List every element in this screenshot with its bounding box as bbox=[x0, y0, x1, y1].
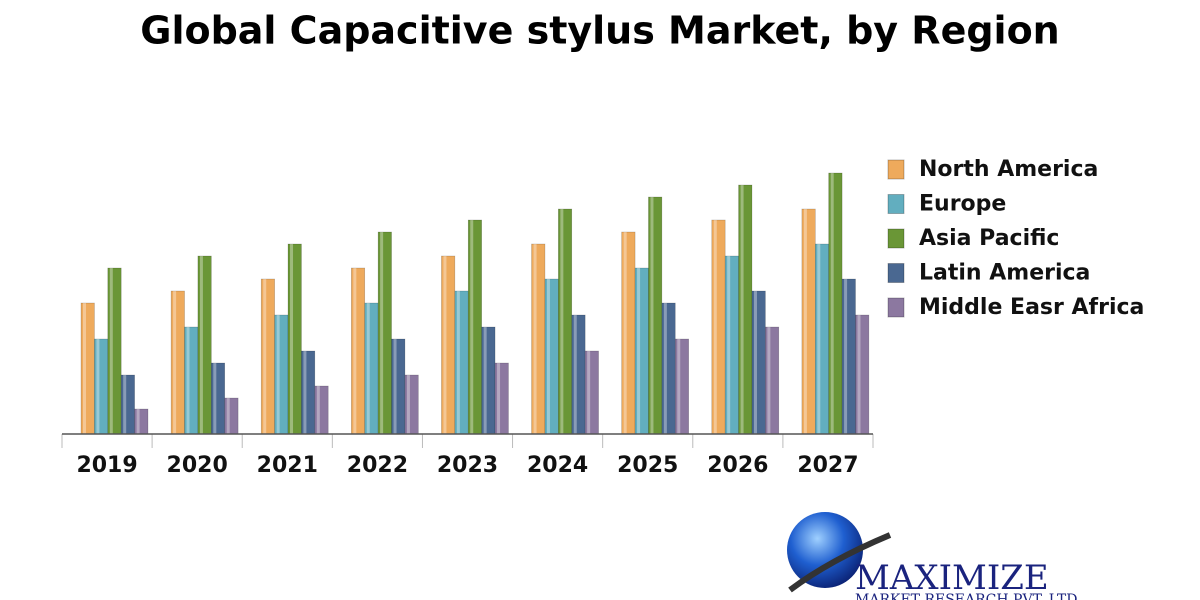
bar-highlight bbox=[186, 327, 190, 434]
logo-name: MAXIMIZE bbox=[855, 558, 1049, 598]
bar-highlight bbox=[637, 268, 641, 434]
bar-highlight bbox=[753, 291, 757, 434]
logo-swoosh bbox=[788, 532, 892, 593]
bar-highlight bbox=[353, 268, 357, 434]
bar-highlight bbox=[573, 315, 577, 434]
bar-highlight bbox=[817, 244, 821, 434]
bar-highlight bbox=[393, 339, 397, 434]
bar-highlight bbox=[290, 244, 294, 434]
bar-highlight bbox=[727, 256, 731, 434]
bar-highlight bbox=[366, 303, 370, 434]
bar-highlight bbox=[173, 291, 177, 434]
bar-highlight bbox=[844, 279, 848, 434]
legend-label: Europe bbox=[919, 192, 1006, 217]
legend-swatch bbox=[887, 263, 905, 283]
bar-highlight bbox=[109, 268, 113, 434]
legend-swatch bbox=[887, 228, 905, 249]
bar-highlight bbox=[316, 386, 320, 434]
legend-label: Asia Pacific bbox=[919, 226, 1059, 251]
bar-highlight bbox=[263, 279, 267, 434]
x-tick-label: 2027 bbox=[797, 453, 858, 478]
bar-highlight bbox=[803, 209, 807, 434]
chart-title: Global Capacitive stylus Market, by Regi… bbox=[140, 9, 1059, 53]
bar-highlight bbox=[226, 398, 230, 434]
x-tick-label: 2022 bbox=[347, 453, 408, 478]
bar-highlight bbox=[483, 327, 487, 434]
logo-tagline: MARKET RESEARCH PVT. LTD. bbox=[855, 592, 1081, 600]
legend-label: Middle Easr Africa bbox=[919, 295, 1144, 320]
bar-highlight bbox=[677, 339, 681, 434]
x-tick-label: 2025 bbox=[617, 453, 678, 478]
bar-highlight bbox=[546, 279, 550, 434]
bar-highlight bbox=[406, 375, 410, 434]
bar-highlight bbox=[199, 256, 203, 434]
logo: MAXIMIZE MARKET RESEARCH PVT. LTD. bbox=[787, 512, 1081, 600]
bar-highlight bbox=[767, 327, 771, 434]
bar-highlight bbox=[276, 315, 280, 434]
bar-highlight bbox=[497, 363, 501, 434]
legend-swatch bbox=[887, 194, 905, 214]
bar-highlight bbox=[380, 232, 384, 434]
bar-highlight bbox=[136, 409, 140, 434]
bar-highlight bbox=[663, 303, 667, 434]
logo-globe bbox=[787, 512, 863, 588]
bar-highlight bbox=[456, 291, 460, 434]
x-tick-label: 2019 bbox=[76, 453, 137, 478]
legend-swatch bbox=[887, 297, 905, 318]
bar-highlight bbox=[303, 351, 307, 434]
x-tick-label: 2020 bbox=[167, 453, 228, 478]
legend-label: North America bbox=[919, 157, 1098, 182]
x-tick-label: 2021 bbox=[257, 453, 318, 478]
bar-highlight bbox=[857, 315, 861, 434]
x-tick-label: 2023 bbox=[437, 453, 498, 478]
bar-highlight bbox=[560, 209, 564, 434]
bar-highlight bbox=[623, 232, 627, 434]
bar-highlight bbox=[213, 363, 217, 434]
bar-highlight bbox=[587, 351, 591, 434]
bar-highlight bbox=[470, 220, 474, 434]
bar-highlight bbox=[650, 197, 654, 434]
bar-highlight bbox=[123, 375, 127, 434]
legend-label: Latin America bbox=[919, 261, 1090, 286]
x-tick-label: 2024 bbox=[527, 453, 588, 478]
bar-highlight bbox=[830, 173, 834, 434]
bar-highlight bbox=[740, 185, 744, 434]
bar-highlight bbox=[443, 256, 447, 434]
bar-highlight bbox=[713, 220, 717, 434]
x-tick-label: 2026 bbox=[707, 453, 768, 478]
bar-highlight bbox=[533, 244, 537, 434]
bar-highlight bbox=[83, 303, 86, 434]
bar-highlight bbox=[96, 339, 100, 434]
legend-swatch bbox=[887, 159, 905, 180]
